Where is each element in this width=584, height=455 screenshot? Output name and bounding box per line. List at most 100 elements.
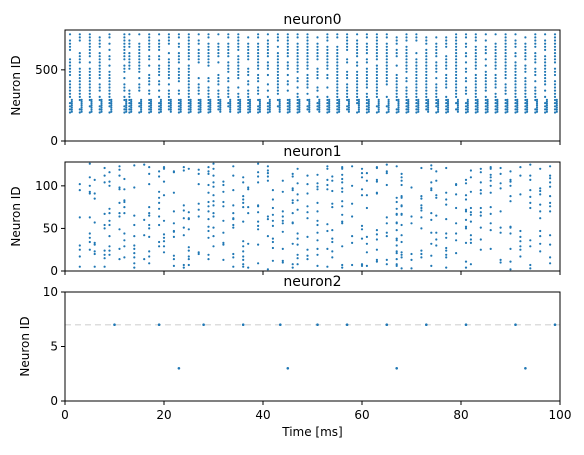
spike-point (288, 108, 291, 111)
spike-point (524, 67, 527, 70)
spike-point (227, 45, 230, 48)
spike-point (504, 58, 507, 61)
spike-point (375, 92, 378, 95)
spike-point (464, 111, 468, 114)
spike-point (187, 95, 190, 98)
spike-point (410, 258, 413, 261)
spike-point (415, 36, 418, 39)
spike-point (108, 77, 111, 80)
spike-point (484, 111, 487, 114)
spike-point (149, 102, 153, 105)
spike-point (266, 55, 269, 58)
spike-point (98, 36, 101, 39)
spike-point (529, 206, 532, 210)
spike-point (504, 73, 507, 77)
spike-point (296, 36, 299, 39)
spike-point (435, 170, 438, 173)
spike-point (103, 249, 106, 252)
spike-points (113, 323, 557, 370)
spike-point (207, 48, 210, 52)
spike-point (524, 98, 527, 102)
spike-point (455, 36, 458, 39)
spike-point (514, 80, 517, 83)
spike-point (199, 98, 202, 101)
spike-point (306, 108, 309, 111)
spike-point (499, 258, 502, 261)
spike-point (466, 110, 469, 113)
spike-point (474, 45, 477, 48)
spike-point (159, 102, 162, 105)
spike-point (286, 367, 290, 370)
spike-point (247, 212, 250, 215)
spike-point (514, 42, 517, 45)
spike-point (179, 98, 182, 101)
spike-point (123, 64, 126, 67)
spike-point (237, 86, 240, 89)
spike-point (100, 100, 103, 103)
spike-point (212, 174, 215, 177)
spike-point (417, 98, 420, 101)
spike-point (529, 189, 532, 192)
spike-point (257, 86, 260, 89)
spike-point (519, 235, 522, 238)
spike-point (328, 108, 331, 111)
spike-point (197, 77, 200, 80)
spike-point (229, 100, 232, 103)
spike-point (247, 102, 250, 105)
spike-point (509, 195, 512, 198)
spike-point (232, 212, 235, 215)
spike-point (197, 92, 200, 95)
spike-point (499, 166, 502, 170)
spike-point (514, 52, 517, 55)
spike-point (291, 221, 294, 224)
spike-point (167, 52, 170, 55)
spike-point (405, 108, 408, 111)
spike-point (162, 240, 166, 243)
spike-point (98, 89, 101, 92)
spike-point (177, 77, 180, 80)
spike-point (217, 73, 220, 77)
spike-point (464, 266, 468, 269)
spike-point (177, 89, 180, 92)
spike-point (316, 247, 319, 250)
spike-point (445, 236, 448, 239)
spike-point (356, 55, 359, 58)
spike-point (534, 33, 537, 36)
spike-point (207, 58, 210, 61)
spike-point (90, 100, 93, 103)
spike-point (257, 58, 260, 61)
spike-point (555, 106, 558, 109)
spike-point (207, 183, 210, 187)
spike-point (212, 235, 215, 238)
spike-point (519, 255, 522, 258)
spike-point (524, 105, 527, 108)
spike-point (123, 199, 126, 202)
spike-point (347, 104, 350, 107)
spike-point (435, 42, 438, 45)
spike-point (430, 264, 433, 267)
spike-point (148, 36, 151, 39)
subplot-title: neuron2 (283, 274, 341, 290)
spike-point (397, 100, 400, 103)
spike-point (407, 110, 410, 113)
spike-point (456, 104, 459, 107)
spike-point (179, 106, 182, 109)
spike-point (286, 64, 289, 67)
spike-point (281, 259, 284, 262)
spike-point (306, 92, 309, 95)
spike-point (456, 110, 459, 113)
spike-point (182, 209, 185, 212)
spike-point (375, 166, 378, 169)
spike-point (356, 39, 359, 42)
spike-point (207, 80, 210, 83)
spike-point (346, 73, 349, 77)
spike-point (237, 45, 240, 48)
spike-point (88, 89, 91, 92)
spike-point (140, 100, 143, 103)
spike-point (316, 55, 319, 58)
spike-point (118, 186, 121, 189)
spike-point (553, 86, 557, 89)
spike-point (437, 108, 440, 111)
spike-point (88, 98, 91, 102)
spike-point (387, 104, 390, 107)
